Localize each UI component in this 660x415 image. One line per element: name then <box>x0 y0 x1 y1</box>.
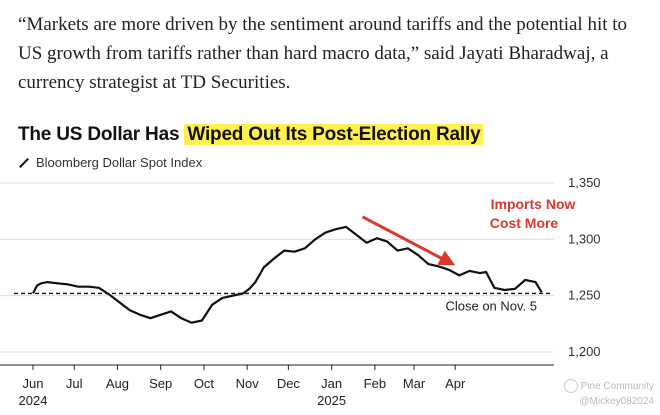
x-tick-label: Nov <box>236 376 260 391</box>
x-tick-label: Sep <box>149 376 172 391</box>
watermark-logo-icon <box>563 379 578 394</box>
annotation-arrow-shaft <box>361 215 446 262</box>
chart-title-plain: The US Dollar Has <box>18 124 185 145</box>
legend-label: Bloomberg Dollar Spot Index <box>36 155 203 170</box>
y-tick-label: 1,200 <box>568 344 601 359</box>
y-tick-label: 1,250 <box>568 288 601 303</box>
watermark-handle: @Mickey082024 <box>579 396 654 407</box>
x-tick-label: Aug <box>106 376 129 391</box>
x-tick-label: Oct <box>194 376 215 391</box>
y-tick-label: 1,300 <box>568 231 601 246</box>
article-quote: “Markets are more driven by the sentimen… <box>18 14 628 93</box>
x-tick-label: Feb <box>364 376 386 391</box>
x-tick-label: Mar <box>403 376 426 391</box>
series-line-dollar-index <box>32 225 543 324</box>
x-tick-label: Jul <box>66 376 83 391</box>
x-tick-label: Jan <box>321 376 342 391</box>
watermark: Pine Community @Mickey082024 <box>563 379 654 409</box>
reference-line-label: Close on Nov. 5 <box>445 298 537 313</box>
x-year-label: 2025 <box>317 393 346 408</box>
annotation-arrow-head <box>437 250 456 266</box>
x-year-label: 2024 <box>19 393 48 408</box>
annotation-label-line1: Imports Now <box>491 196 576 212</box>
x-tick-label: Apr <box>445 376 466 391</box>
y-tick-label: 1,350 <box>568 175 601 190</box>
x-tick-label: Dec <box>277 376 301 391</box>
annotation-label-line2: Cost More <box>490 215 559 231</box>
x-tick-label: Jun <box>23 376 44 391</box>
chart-title-highlight: Wiped Out Its Post-Election Rally <box>184 124 484 145</box>
chart-legend: Bloomberg Dollar Spot Index <box>18 155 202 170</box>
watermark-community: Pine Community <box>580 381 654 392</box>
chart-title: The US Dollar Has Wiped Out Its Post-Ele… <box>18 124 484 146</box>
